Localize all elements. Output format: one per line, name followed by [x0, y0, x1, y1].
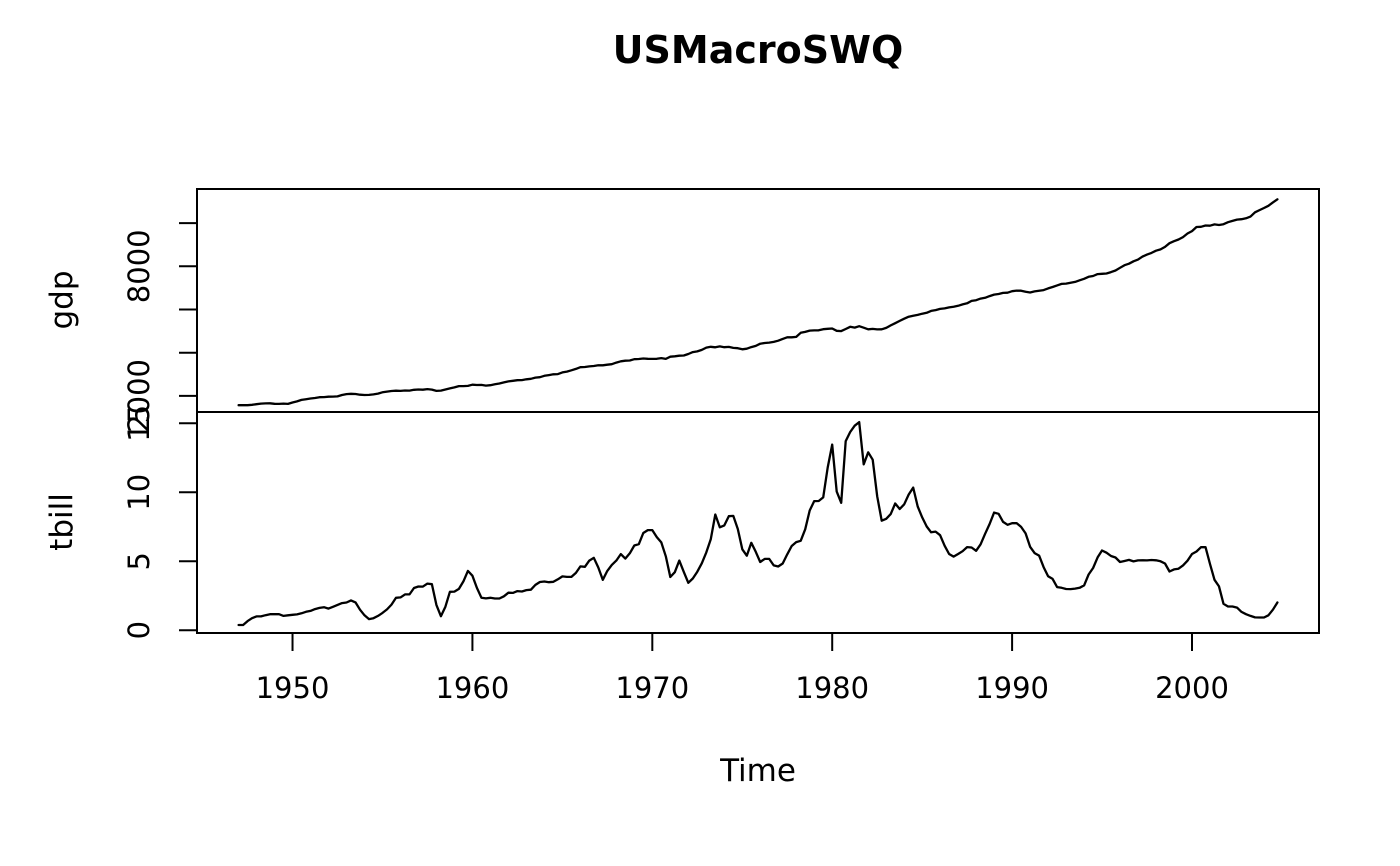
- panel-box-tbill: [196, 411, 1320, 634]
- x-tick-label-1970: 1970: [615, 671, 689, 705]
- y-tick-label-gdp-8000: 8000: [122, 229, 156, 303]
- series-line-gdp: [237, 198, 1279, 407]
- y-tick-label-gdp-2000: 2000: [122, 359, 156, 433]
- panel-boxes: [196, 188, 1320, 634]
- x-tick-label-2000: 2000: [1155, 671, 1229, 705]
- y-tick-label-tbill-15: 15: [122, 405, 156, 442]
- series-line-tbill: [237, 420, 1279, 627]
- panel-box-gdp: [196, 188, 1320, 413]
- x-tick-label-1960: 1960: [435, 671, 509, 705]
- x-axis-title: Time: [719, 753, 796, 789]
- axis-ticks: [179, 222, 1193, 651]
- chart-title: USMacroSWQ: [613, 28, 904, 72]
- x-tick-label-1950: 1950: [256, 671, 330, 705]
- x-tick-label-1980: 1980: [795, 671, 869, 705]
- series-lines: [237, 198, 1279, 627]
- x-tick-label-1990: 1990: [975, 671, 1049, 705]
- y-axis-title-gdp: gdp: [44, 270, 80, 329]
- axis-tick-labels: 2000 8000 0 5 10 15 1950 1960 1970 1980 1990 2000: [122, 229, 1229, 705]
- y-tick-label-tbill-5: 5: [122, 552, 156, 570]
- y-axis-title-tbill: tbill: [44, 493, 80, 551]
- y-tick-label-tbill-0: 0: [122, 621, 156, 639]
- y-tick-label-tbill-10: 10: [122, 474, 156, 511]
